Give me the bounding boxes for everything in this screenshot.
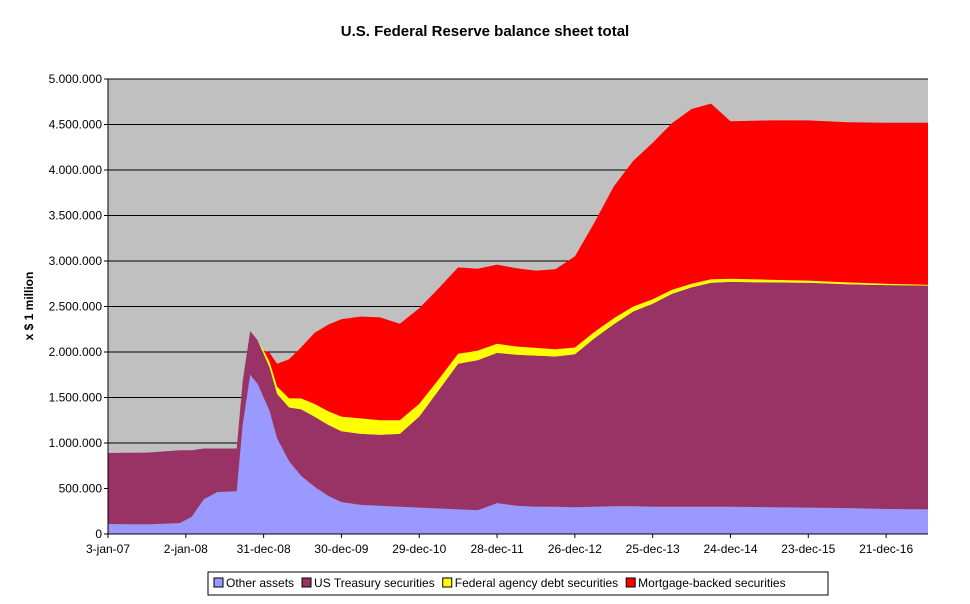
x-tick-labels: 3-jan-07 2-jan-08 31-dec-08 30-dec-09 29-dec… — [86, 534, 913, 556]
x-tick-label: 31-dec-08 — [237, 542, 291, 556]
y-tick-label: 1.000.000 — [49, 436, 103, 450]
legend-swatch — [213, 577, 224, 588]
legend-box — [207, 571, 829, 596]
legend-label: Other assets — [226, 576, 294, 590]
area-series — [108, 374, 928, 534]
x-tick-label: 2-jan-08 — [164, 542, 208, 556]
x-tick-label: 23-dec-15 — [781, 542, 835, 556]
x-tick-label: 25-dec-13 — [626, 542, 680, 556]
x-tick-label: 29-dec-10 — [392, 542, 446, 556]
area-series — [108, 278, 928, 453]
y-tick-label: 500.000 — [59, 482, 103, 496]
x-tick-label: 3-jan-07 — [86, 542, 130, 556]
y-tick-label: 5.000.000 — [49, 72, 103, 86]
legend-label: Mortgage-backed securities — [638, 576, 785, 590]
chart-title: U.S. Federal Reserve balance sheet total — [341, 23, 629, 40]
x-tick-label: 30-dec-09 — [314, 542, 368, 556]
area-series — [108, 103, 928, 453]
legend: Other assets US Treasury securities Federa… — [207, 571, 829, 596]
legend-label: US Treasury securities — [314, 576, 435, 590]
y-tick-label: 3.500.000 — [49, 209, 103, 223]
y-axis-label: x $ 1 million — [22, 272, 36, 341]
y-tick-label: 0 — [95, 527, 102, 541]
legend-swatch — [301, 577, 312, 588]
legend-label: Federal agency debt securities — [455, 576, 618, 590]
legend-swatch — [625, 577, 636, 588]
y-tick-label: 1.500.000 — [49, 391, 103, 405]
y-tick-label: 4.000.000 — [49, 163, 103, 177]
x-tick-label: 24-dec-14 — [703, 542, 757, 556]
x-tick-label: 21-dec-16 — [859, 542, 913, 556]
stacked-areas — [108, 103, 928, 534]
y-tick-label: 4.500.000 — [49, 118, 103, 132]
y-tick-labels: 0 500.000 1.000.000 1.500.000 2.000.000 2.500… — [49, 72, 108, 541]
y-tick-label: 3.000.000 — [49, 254, 103, 268]
x-tick-label: 28-dec-11 — [470, 542, 523, 556]
y-tick-label: 2.000.000 — [49, 345, 103, 359]
legend-swatch — [442, 577, 453, 588]
area-series — [108, 281, 928, 525]
x-tick-label: 26-dec-12 — [548, 542, 602, 556]
y-tick-label: 2.500.000 — [49, 300, 103, 314]
